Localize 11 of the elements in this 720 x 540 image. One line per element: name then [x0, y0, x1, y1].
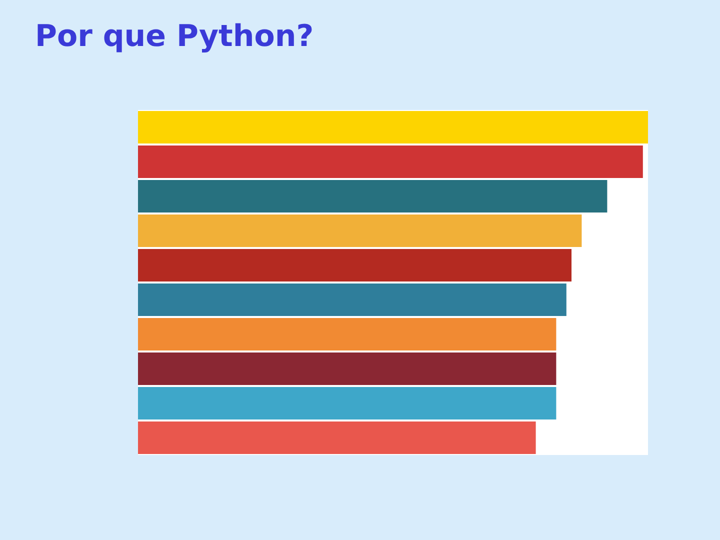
bar	[138, 318, 556, 350]
bar	[138, 249, 572, 282]
chart-title: Por que Python?	[35, 19, 314, 54]
bar	[138, 352, 556, 385]
bar	[138, 387, 556, 420]
bar	[138, 180, 608, 212]
bar	[138, 146, 643, 178]
bar	[138, 422, 536, 454]
bar	[138, 214, 582, 247]
bar	[138, 284, 566, 316]
bar	[138, 111, 648, 144]
